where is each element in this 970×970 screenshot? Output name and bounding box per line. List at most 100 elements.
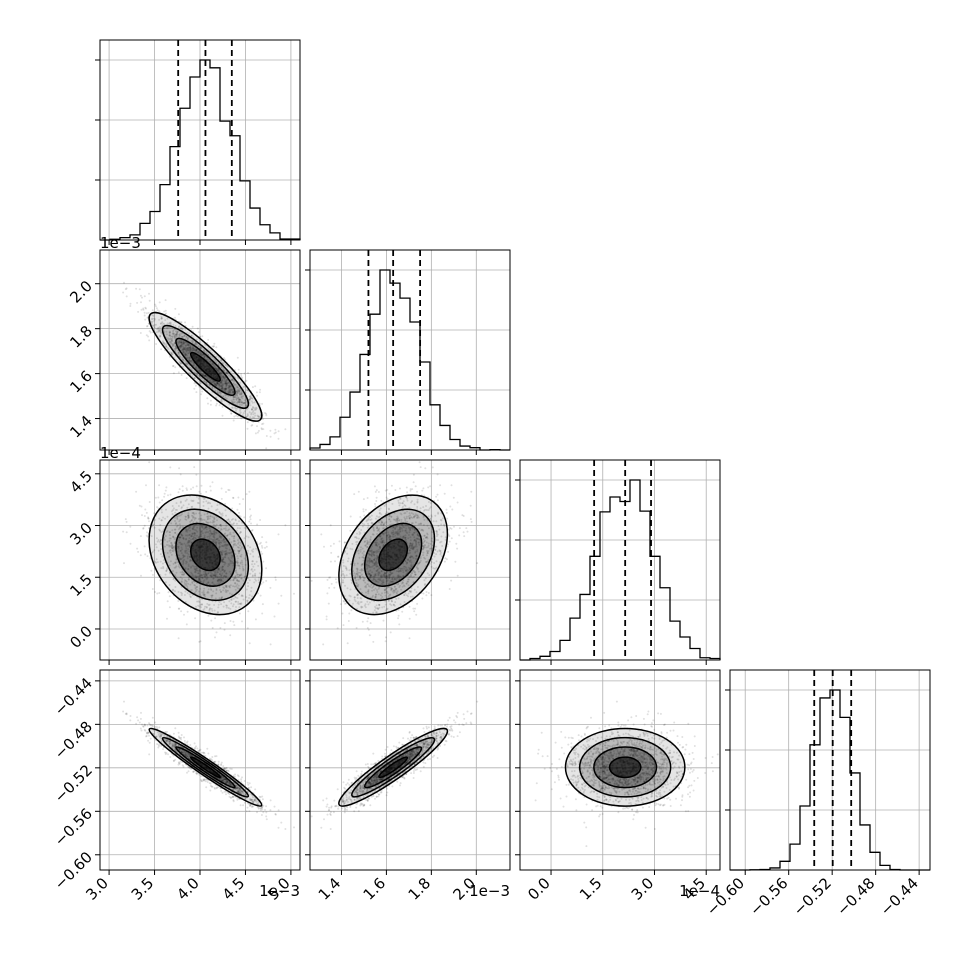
sample-point	[168, 334, 171, 337]
sample-point	[375, 489, 378, 492]
sample-point	[151, 309, 154, 312]
sample-point	[227, 391, 230, 394]
sample-point	[193, 342, 196, 345]
sample-point	[233, 624, 236, 627]
sample-point	[214, 367, 217, 370]
sample-point	[173, 336, 176, 339]
sample-point	[439, 484, 442, 487]
sample-point	[219, 393, 222, 396]
sample-point	[236, 415, 239, 418]
sample-point	[150, 569, 153, 572]
sample-point	[466, 530, 469, 533]
sample-point	[399, 487, 401, 490]
sample-point	[247, 372, 249, 374]
sample-point	[215, 402, 218, 405]
sample-point	[422, 487, 425, 490]
sample-point	[146, 316, 149, 319]
sample-point	[195, 473, 198, 476]
sample-point	[164, 345, 167, 348]
sample-point	[215, 383, 218, 386]
sample-point	[205, 376, 208, 379]
sample-point	[209, 349, 212, 352]
sample-point	[380, 499, 383, 502]
sample-point	[236, 407, 238, 410]
sample-point	[161, 499, 164, 502]
sample-point	[147, 311, 150, 314]
sample-point	[178, 467, 181, 470]
sample-point	[260, 428, 263, 431]
sample-point	[205, 375, 208, 378]
sample-point	[147, 517, 150, 520]
sample-point	[190, 360, 193, 363]
sample-point	[261, 418, 264, 421]
panel-1-0	[95, 249, 301, 455]
sample-point	[412, 473, 415, 476]
sample-point	[252, 409, 255, 412]
sample-point	[223, 388, 226, 391]
sample-point	[237, 396, 240, 399]
sample-point	[222, 362, 225, 365]
sample-point	[179, 362, 182, 365]
sample-point	[207, 402, 209, 405]
sample-point	[148, 330, 151, 333]
sample-point	[163, 492, 166, 495]
sample-point	[409, 488, 412, 491]
sample-point	[181, 485, 184, 488]
sample-point	[125, 295, 128, 298]
sample-point	[238, 612, 241, 615]
sample-point	[293, 592, 295, 595]
sample-point	[170, 351, 173, 354]
sample-point	[209, 403, 212, 406]
sample-point	[211, 345, 214, 348]
sample-point	[436, 473, 439, 476]
sample-point	[397, 614, 400, 617]
sample-point	[181, 489, 184, 492]
sample-point	[232, 620, 235, 623]
sample-point	[320, 533, 323, 536]
sample-point	[177, 342, 180, 345]
sample-point	[150, 320, 153, 323]
sample-point	[165, 312, 167, 315]
sample-point	[214, 617, 217, 620]
sample-point	[195, 391, 198, 394]
sample-point	[250, 394, 252, 397]
sample-point	[235, 409, 237, 412]
sample-point	[349, 515, 352, 518]
sample-point	[265, 412, 268, 415]
sample-point	[241, 397, 244, 400]
sample-point	[221, 405, 224, 408]
sample-point	[194, 343, 197, 345]
sample-point	[284, 524, 287, 527]
sample-point	[184, 346, 187, 349]
sample-point	[147, 335, 150, 338]
sample-point	[261, 603, 264, 606]
sample-point	[140, 574, 142, 577]
sample-point	[207, 338, 210, 341]
sample-point	[223, 382, 226, 385]
sample-point	[195, 350, 198, 353]
sample-point	[140, 301, 142, 304]
sample-point	[451, 508, 454, 511]
sample-point	[146, 555, 149, 558]
sample-point	[185, 487, 188, 490]
sample-point	[209, 385, 211, 388]
sample-point	[214, 383, 216, 386]
sample-point	[221, 379, 224, 382]
sample-point	[341, 612, 344, 615]
sample-point	[476, 562, 479, 565]
sample-point	[261, 536, 264, 539]
sample-point	[230, 406, 233, 409]
sample-point	[203, 355, 206, 358]
sample-point	[198, 640, 201, 643]
sample-point	[246, 627, 249, 630]
sample-point	[259, 388, 262, 391]
sample-point	[450, 537, 453, 540]
sample-point	[425, 591, 428, 593]
sample-point	[211, 481, 214, 484]
histogram-1	[309, 269, 510, 451]
sample-point	[193, 382, 196, 385]
sample-point	[367, 628, 370, 631]
sample-point	[122, 291, 125, 294]
sample-point	[325, 618, 328, 621]
sample-point	[129, 542, 132, 545]
